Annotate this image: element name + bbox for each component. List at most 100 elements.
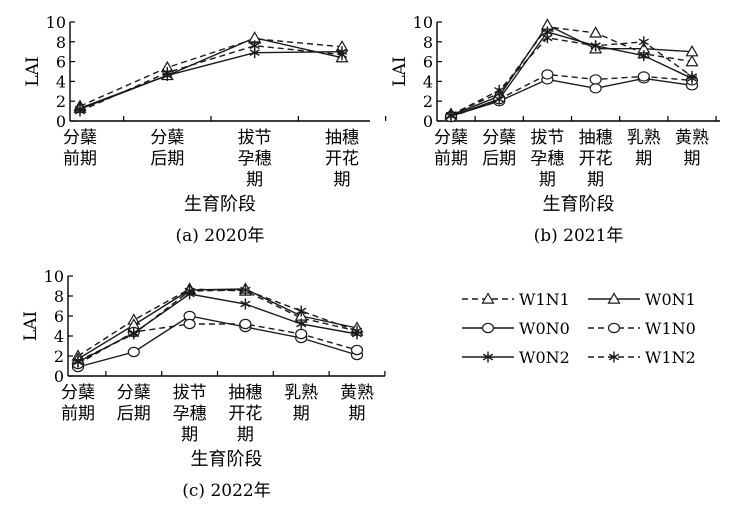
legend-star-marker bbox=[608, 351, 620, 363]
x-tick-label: 孕穗 bbox=[530, 149, 564, 169]
legend: W1N1 W0N1 W0N0 W1N0 W0N2 W1N2 bbox=[462, 290, 696, 367]
legend-item-W1N1: W1N1 bbox=[462, 290, 570, 309]
x-axis-label: 生育阶段 bbox=[543, 194, 615, 215]
x-tick-label: 前期 bbox=[63, 149, 97, 169]
x-tick-label: 分蘖 bbox=[63, 128, 97, 148]
series-W1N1 bbox=[73, 32, 349, 111]
series-W1N2 bbox=[445, 32, 698, 121]
series-line-W1N1 bbox=[450, 26, 693, 115]
data-point-W1N2-star-marker bbox=[128, 328, 139, 340]
series-W1N2 bbox=[74, 40, 348, 117]
data-point-W1N0-circle-marker bbox=[350, 344, 364, 356]
star-stroke bbox=[249, 42, 260, 50]
x-tick-label: 前期 bbox=[434, 149, 468, 169]
legend-label: W1N1 bbox=[519, 290, 570, 309]
series-line-W1N0 bbox=[77, 323, 358, 365]
series-line-W0N2 bbox=[77, 293, 358, 363]
x-tick-label: 期 bbox=[587, 170, 604, 190]
x-axis-label: 生育阶段 bbox=[191, 449, 263, 470]
x-tick-label: 期 bbox=[349, 404, 366, 424]
legend-star-marker bbox=[482, 351, 494, 363]
x-tick-label: 期 bbox=[293, 404, 310, 424]
legend-triangle-marker bbox=[481, 292, 495, 304]
star-stroke bbox=[494, 95, 505, 103]
star-stroke bbox=[74, 107, 86, 115]
legend-circle-marker bbox=[481, 322, 495, 334]
x-tick-label: 乳熟 bbox=[284, 382, 318, 403]
y-tick-label: 2 bbox=[54, 347, 64, 366]
star-stroke bbox=[249, 49, 260, 57]
series-W0N0 bbox=[444, 73, 699, 122]
series-line-W0N2 bbox=[79, 51, 343, 110]
x-tick-label: 孕穗 bbox=[238, 149, 272, 169]
data-point-W1N1-triangle-marker bbox=[685, 54, 699, 67]
x-tick-label: 黄熟 bbox=[675, 127, 709, 148]
panel-caption: (a) 2020年 bbox=[175, 226, 264, 246]
data-point-W0N2-star-marker bbox=[240, 298, 251, 310]
data-point-W1N2-star-marker bbox=[184, 285, 195, 297]
x-tick-label: 开花 bbox=[228, 404, 262, 424]
series-W0N2 bbox=[72, 288, 363, 368]
y-tick-label: 4 bbox=[423, 72, 433, 91]
series-line-W0N1 bbox=[77, 288, 358, 360]
data-point-W0N2-star-marker bbox=[296, 318, 307, 330]
series-W0N1 bbox=[71, 282, 364, 364]
chart-panel-2: 0246810LAI分蘖前期分蘖后期拔节孕穗期抽穗开花期乳熟期黄熟期生育阶段(b… bbox=[390, 13, 720, 246]
y-tick-label: 8 bbox=[54, 287, 64, 306]
star-stroke bbox=[72, 357, 84, 365]
data-point-W1N2-star-marker bbox=[638, 36, 649, 48]
data-point-W1N1-triangle-marker bbox=[589, 26, 603, 38]
legend-label: W0N0 bbox=[519, 319, 570, 338]
x-tick-label: 期 bbox=[246, 170, 263, 190]
x-tick-label: 后期 bbox=[117, 404, 151, 424]
data-point-W1N2-star-marker bbox=[336, 49, 348, 61]
x-tick-label: 期 bbox=[684, 149, 701, 169]
y-tick-label: 10 bbox=[44, 267, 64, 286]
y-tick-label: 4 bbox=[54, 327, 64, 346]
legend-circle-marker bbox=[607, 322, 621, 334]
y-tick-label: 10 bbox=[413, 13, 433, 32]
star-stroke bbox=[296, 307, 307, 315]
y-tick-label: 8 bbox=[56, 33, 66, 52]
data-point-W1N2-star-marker bbox=[249, 40, 260, 52]
data-point-W1N0-circle-marker bbox=[541, 69, 554, 80]
data-point-W1N2-star-marker bbox=[74, 105, 86, 117]
panel-caption: (c) 2022年 bbox=[182, 481, 270, 501]
y-tick-label: 0 bbox=[54, 367, 64, 386]
star-stroke bbox=[184, 287, 195, 295]
x-tick-label: 期 bbox=[334, 170, 351, 190]
legend-item-W0N2: W0N2 bbox=[462, 348, 570, 367]
legend-item-W1N0: W1N0 bbox=[588, 319, 696, 338]
y-tick-label: 6 bbox=[54, 307, 64, 326]
series-line-W0N1 bbox=[79, 37, 343, 109]
x-tick-label: 分蘖 bbox=[434, 128, 468, 148]
star-stroke bbox=[296, 320, 307, 328]
x-tick-label: 乳熟 bbox=[627, 127, 661, 148]
legend-label: W0N1 bbox=[645, 290, 696, 309]
data-point-W1N2-star-marker bbox=[445, 109, 457, 121]
data-point-W0N2-star-marker bbox=[638, 50, 649, 62]
series-line-W1N1 bbox=[79, 38, 343, 107]
data-point-W1N0-circle-marker bbox=[183, 318, 196, 330]
series-line-W0N0 bbox=[77, 315, 358, 368]
y-tick-label: 4 bbox=[56, 72, 66, 91]
x-tick-label: 期 bbox=[237, 425, 254, 445]
x-tick-label: 黄熟 bbox=[340, 382, 374, 403]
series-W1N2 bbox=[72, 284, 363, 367]
series-W0N2 bbox=[445, 26, 698, 122]
x-tick-label: 分蘖 bbox=[61, 383, 95, 403]
legend-item-W0N1: W0N1 bbox=[588, 290, 696, 309]
data-point-W1N0-circle-marker bbox=[637, 71, 650, 82]
y-tick-label: 10 bbox=[46, 13, 66, 32]
data-point-W1N2-star-marker bbox=[162, 66, 173, 78]
data-point-W1N2-star-marker bbox=[542, 32, 553, 44]
y-tick-label: 2 bbox=[56, 92, 66, 111]
data-point-W1N2-star-marker bbox=[240, 284, 251, 296]
star-stroke bbox=[336, 51, 348, 59]
series-line-W1N2 bbox=[450, 37, 693, 116]
y-tick-label: 6 bbox=[423, 53, 433, 72]
series-W1N0 bbox=[444, 69, 699, 123]
x-tick-label: 分蘖 bbox=[150, 128, 184, 148]
